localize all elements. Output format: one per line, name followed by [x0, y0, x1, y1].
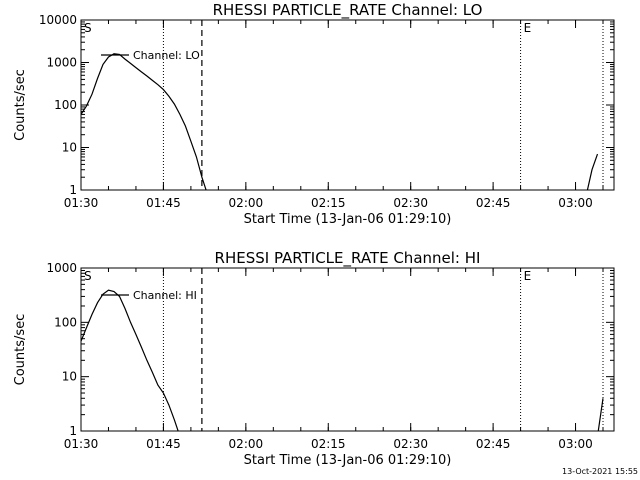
panel-2-y-tick-label: 10 [62, 370, 77, 384]
panel-2-series-curve [597, 398, 604, 431]
panel-1-x-tick-label: 01:45 [146, 196, 181, 210]
panel-1-y-tick-label: 10 [62, 141, 77, 155]
panel-1-x-tick-label: 02:30 [393, 196, 428, 210]
panel-1-x-tick-label: 02:00 [229, 196, 264, 210]
panel-2-marker-label: S [84, 269, 92, 283]
panel-1-x-tick-label: 01:30 [64, 196, 99, 210]
panel-1-chart-title: RHESSI PARTICLE_RATE Channel: LO [213, 1, 483, 20]
panel-2-legend-label: Channel: HI [133, 289, 197, 302]
panel-1-x-axis-label: Start Time (13-Jan-06 01:29:10) [244, 212, 452, 227]
panel-2-x-tick-label: 02:15 [311, 437, 346, 451]
panel-1-series-curve [586, 153, 599, 190]
panel-2-chart-title: RHESSI PARTICLE_RATE Channel: HI [215, 249, 481, 268]
panel-2-x-tick-label: 01:45 [146, 437, 181, 451]
panel-1-y-tick-label: 100 [54, 98, 77, 112]
panel-2-y-axis-label: Counts/sec [13, 314, 28, 386]
panel-1-legend-label: Channel: LO [133, 49, 200, 62]
panel-2-x-axis-label: Start Time (13-Jan-06 01:29:10) [244, 453, 452, 468]
panel-1-x-tick-label: 03:00 [558, 196, 593, 210]
panel-2-x-tick-label: 02:30 [393, 437, 428, 451]
panel-1-series-curve [81, 53, 207, 190]
panel-1-y-tick-label: 1 [69, 183, 77, 197]
panel-2-x-tick-label: 03:00 [558, 437, 593, 451]
panel-1-y-axis-label: Counts/sec [13, 69, 28, 141]
panel-2-y-tick-label: 1000 [46, 261, 77, 275]
panel-1-y-tick-label: 10000 [39, 13, 77, 27]
panel-2-marker-label: E [524, 269, 532, 283]
panel-2-x-tick-label: 02:00 [229, 437, 264, 451]
panel-1-marker-label: E [524, 21, 532, 35]
panel-1-y-tick-label: 1000 [46, 56, 77, 70]
footer-timestamp: 13-Oct-2021 15:55 [562, 467, 638, 476]
panel-1-x-tick-label: 02:15 [311, 196, 346, 210]
panel-2-y-tick-label: 100 [54, 315, 77, 329]
panel-2-series-curve [81, 289, 179, 431]
panel-2-x-tick-label: 01:30 [64, 437, 99, 451]
panel-1-x-tick-label: 02:45 [476, 196, 511, 210]
panel-2-x-tick-label: 02:45 [476, 437, 511, 451]
panel-1-plot-frame [80, 19, 615, 191]
panel-2-y-tick-label: 1 [69, 424, 77, 438]
panel-1-marker-label: S [84, 21, 92, 35]
